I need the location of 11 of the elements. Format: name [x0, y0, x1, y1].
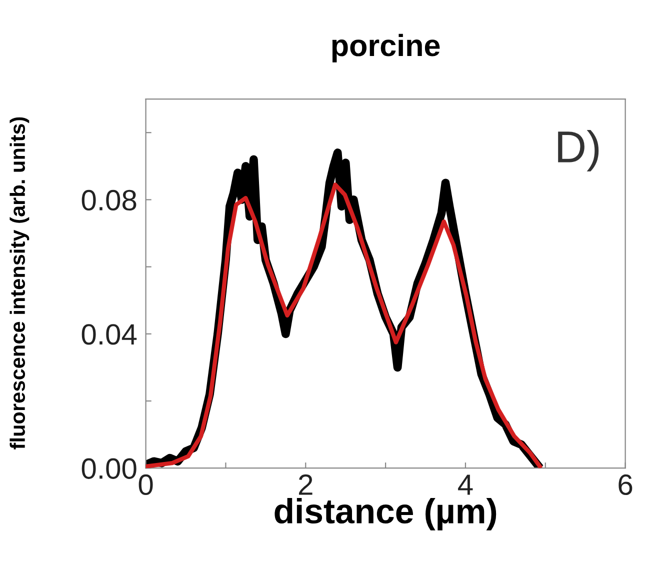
y-tick-label: 0.08: [82, 190, 136, 211]
chart-title: porcine: [332, 34, 440, 62]
y-axis-title: fluorescence intensity (arb. units): [10, 117, 30, 450]
x-axis-title: distance (µm): [274, 498, 496, 530]
x-tick-label: 2: [299, 474, 312, 495]
annotation: D): [558, 130, 599, 172]
x-tick-label: 4: [458, 474, 473, 495]
x-tick-label: 0: [138, 474, 153, 496]
x-tick-label: 6: [618, 474, 632, 496]
y-tick-label: 0.04: [82, 324, 137, 345]
y-tick-label: 0.00: [82, 458, 136, 479]
